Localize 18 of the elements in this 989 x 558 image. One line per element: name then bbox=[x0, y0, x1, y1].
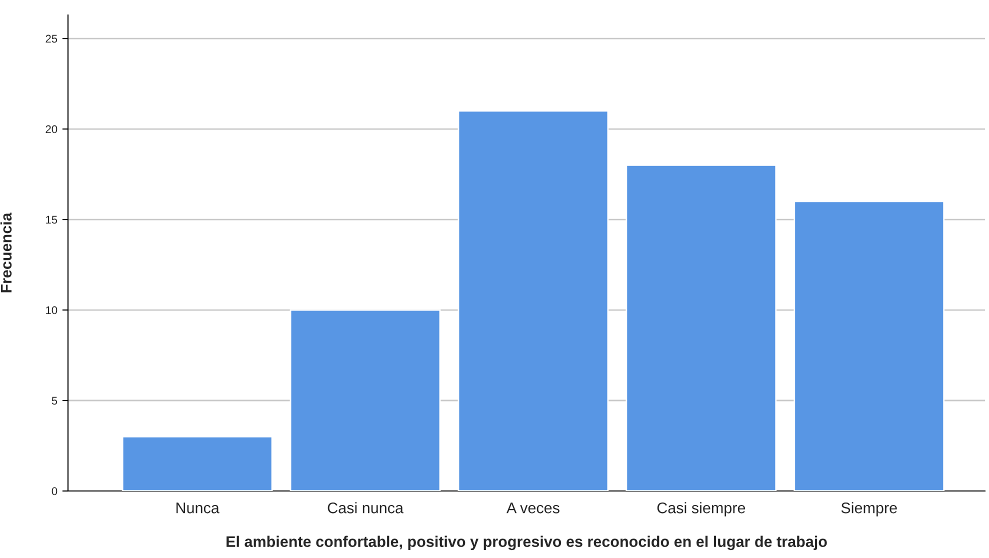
bar bbox=[794, 200, 945, 491]
bar bbox=[290, 309, 441, 491]
y-tick-label: 15 bbox=[46, 216, 58, 224]
x-tick-label: A veces bbox=[506, 502, 560, 514]
bar bbox=[122, 436, 273, 491]
x-tick-label: Siempre bbox=[841, 502, 897, 516]
y-axis-title: Frecuencia bbox=[0, 212, 12, 292]
x-tick-label: Nunca bbox=[176, 502, 220, 514]
y-tick-label: 5 bbox=[52, 396, 58, 405]
y-tick-label: 25 bbox=[46, 34, 58, 43]
bar bbox=[626, 164, 777, 491]
y-tick-label: 0 bbox=[52, 487, 58, 496]
x-tick-label: Casi siempre bbox=[657, 502, 746, 516]
y-tick-label: 20 bbox=[46, 125, 58, 134]
x-axis-title: El ambiente confortable, positivo y progresivo es reconocido en el lugar de trabajo bbox=[226, 536, 827, 550]
y-tick-label: 10 bbox=[46, 306, 58, 314]
x-tick-label: Casi nunca bbox=[328, 502, 404, 514]
bar bbox=[458, 110, 609, 491]
